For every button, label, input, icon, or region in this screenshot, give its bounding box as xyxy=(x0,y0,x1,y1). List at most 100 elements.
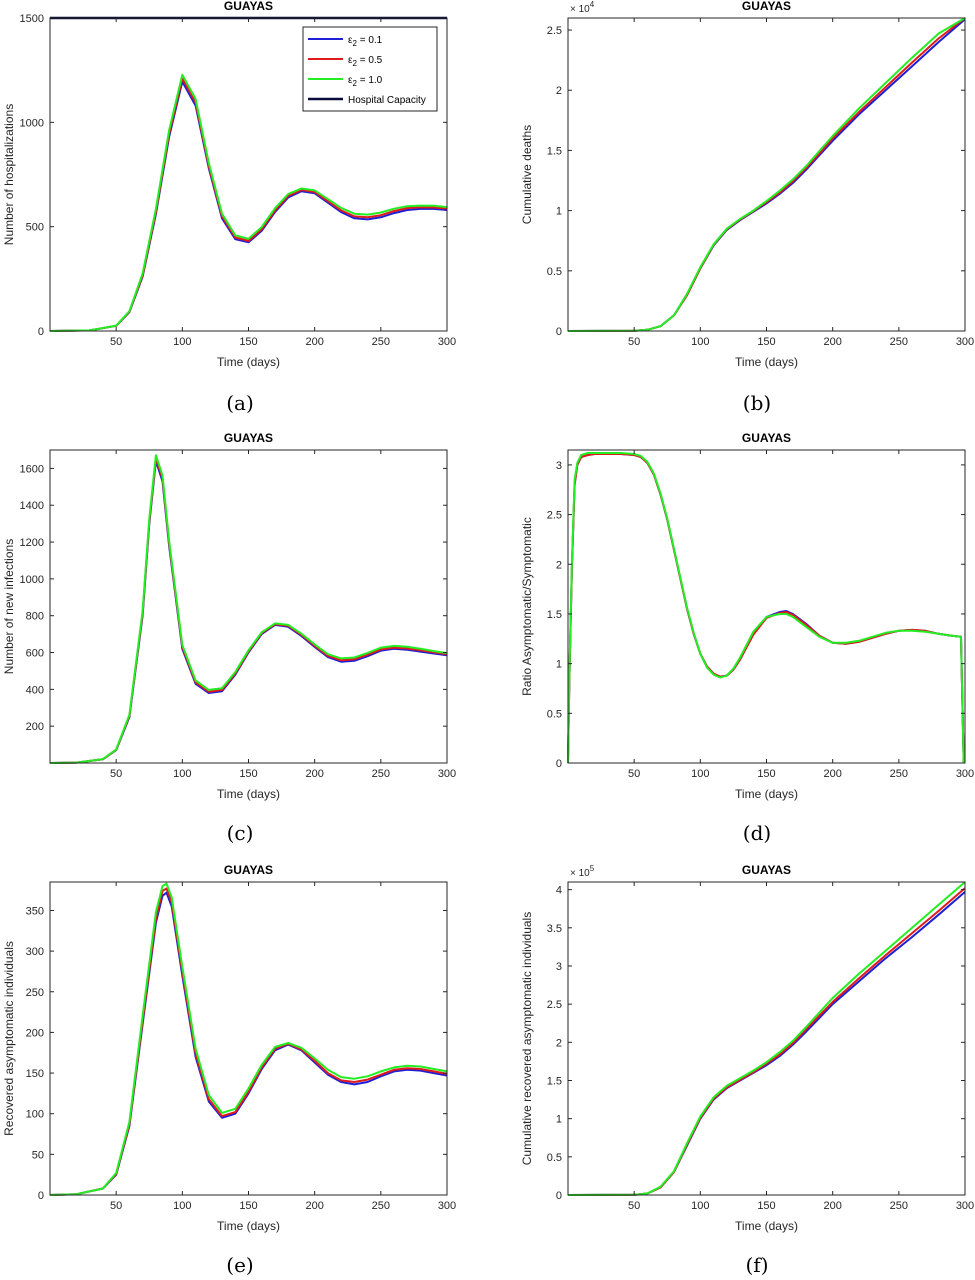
y-tick-label: 2.5 xyxy=(547,510,562,522)
series-line-eps_1_0 xyxy=(49,882,448,1196)
legend-entry-eps_1_0: ε2 = 1.0 xyxy=(348,75,383,88)
legend-entry-eps_0_5: ε2 = 0.5 xyxy=(348,55,383,68)
legend-box xyxy=(302,26,438,112)
y-axis-label: Cumulative recovered asymptomatic indivi… xyxy=(520,912,534,1165)
y-tick-label: 0 xyxy=(38,326,44,338)
y-axis-label: Ratio Asymptomatic/Symptomatic xyxy=(520,517,534,696)
x-tick-label: 50 xyxy=(110,1200,122,1212)
y-tick-label: 0.5 xyxy=(547,708,562,720)
x-tick-label: 200 xyxy=(823,1200,841,1212)
x-tick-label: 250 xyxy=(890,1200,908,1212)
legend-subscript: 2 xyxy=(352,79,357,88)
y-tick-label: 1200 xyxy=(20,537,44,549)
y-tick-label: 200 xyxy=(26,721,44,733)
x-tick-label: 100 xyxy=(691,336,709,348)
x-axis-label: Time (days) xyxy=(217,1219,280,1233)
legend-value: = 0.1 xyxy=(357,35,383,46)
series-line-eps_0_5 xyxy=(49,77,448,332)
x-tick-label: 250 xyxy=(890,336,908,348)
y-tick-label: 3.5 xyxy=(547,923,562,935)
y-tick-label: 0 xyxy=(556,326,562,338)
x-tick-label: 50 xyxy=(110,336,122,348)
series-line-eps_1_0 xyxy=(49,454,448,764)
x-tick-label: 100 xyxy=(173,768,191,780)
chart-title: GUAYAS xyxy=(224,863,273,877)
series-line-eps_0_5 xyxy=(49,887,448,1196)
panel-caption: (e) xyxy=(226,1253,253,1277)
series-line-eps_0_1 xyxy=(49,891,448,1196)
chart-title: GUAYAS xyxy=(742,863,791,877)
series-line-eps_0_5 xyxy=(49,457,448,764)
x-tick-label: 300 xyxy=(438,336,456,348)
x-axis-label: Time (days) xyxy=(735,787,798,801)
series-line-eps_0_1 xyxy=(49,80,448,332)
y-tick-label: 0 xyxy=(38,1190,44,1202)
y-tick-label: 1.5 xyxy=(547,145,562,157)
y-tick-label: 150 xyxy=(26,1068,44,1080)
y-axis-label: Number of hospitalizations xyxy=(2,104,16,245)
series-line-eps_1_0 xyxy=(567,452,965,764)
series-line-eps_1_0 xyxy=(49,73,448,332)
y-tick-label: 1400 xyxy=(20,500,44,512)
y-tick-label: 0.5 xyxy=(547,1152,562,1164)
multiplier-base: × 10 xyxy=(570,868,590,879)
x-tick-label: 250 xyxy=(372,768,390,780)
y-tick-label: 1000 xyxy=(20,117,44,129)
y-tick-label: 1000 xyxy=(20,574,44,586)
y-axis-multiplier: × 105 xyxy=(570,864,595,879)
legend-symbol: ε xyxy=(348,55,353,66)
x-tick-label: 100 xyxy=(173,1200,191,1212)
y-tick-label: 300 xyxy=(26,946,44,958)
y-tick-label: 1.5 xyxy=(547,1075,562,1087)
y-tick-label: 50 xyxy=(32,1149,44,1161)
series-line-eps_1_0 xyxy=(567,881,966,1196)
y-tick-label: 100 xyxy=(26,1109,44,1121)
x-tick-label: 100 xyxy=(691,768,709,780)
axes-frame xyxy=(567,881,966,1196)
y-tick-label: 800 xyxy=(26,611,44,623)
y-tick-label: 0 xyxy=(556,1190,562,1202)
chart-panel-c: 50 100 150 200 250 300 200 400 600 800 1000 1200 140… xyxy=(2,431,456,845)
x-tick-label: 200 xyxy=(823,336,841,348)
chart-panel-a: 50 100 150 200 250 300 0 500 1000 1500 GUAYAS Time … xyxy=(2,0,456,415)
x-tick-label: 200 xyxy=(305,336,323,348)
x-tick-label: 150 xyxy=(239,336,257,348)
x-tick-label: 50 xyxy=(628,768,640,780)
y-axis-multiplier: × 104 xyxy=(570,0,595,15)
x-tick-label: 50 xyxy=(628,1200,640,1212)
x-tick-label: 150 xyxy=(757,768,775,780)
chart-panel-e: 50 100 150 200 250 300 0 50 100 150 200 250 300 350 GU… xyxy=(2,863,456,1277)
axes-frame xyxy=(49,449,448,764)
y-axis-label: Number of new infections xyxy=(2,539,16,674)
panel-caption: (a) xyxy=(226,391,254,415)
x-axis-label: Time (days) xyxy=(735,355,798,369)
y-tick-label: 1 xyxy=(556,1114,562,1126)
y-tick-label: 1500 xyxy=(20,13,44,25)
y-tick-label: 1.5 xyxy=(547,609,562,621)
x-tick-label: 200 xyxy=(305,1200,323,1212)
x-tick-label: 250 xyxy=(372,336,390,348)
chart-title: GUAYAS xyxy=(224,0,273,13)
x-tick-label: 300 xyxy=(956,768,974,780)
x-tick-label: 250 xyxy=(372,1200,390,1212)
y-tick-label: 400 xyxy=(26,684,44,696)
legend-symbol: ε xyxy=(348,35,353,46)
series-line-eps_0_1 xyxy=(49,460,448,764)
y-axis-label: Recovered asymptomatic individuals xyxy=(2,941,16,1136)
series-line-eps_0_1 xyxy=(567,18,966,332)
y-tick-label: 2 xyxy=(556,85,562,97)
legend-entry-eps_0_1: ε2 = 0.1 xyxy=(348,35,383,48)
axes-frame xyxy=(567,449,966,764)
series-line-eps_0_1 xyxy=(567,453,965,764)
x-tick-label: 300 xyxy=(956,1200,974,1212)
y-tick-label: 350 xyxy=(26,905,44,917)
y-tick-label: 1 xyxy=(556,659,562,671)
y-tick-label: 250 xyxy=(26,987,44,999)
chart-title: GUAYAS xyxy=(742,0,791,13)
y-tick-label: 2.5 xyxy=(547,999,562,1011)
legend-value: = 1.0 xyxy=(357,75,383,86)
y-tick-label: 2 xyxy=(556,559,562,571)
series-line-eps_0_5 xyxy=(567,453,965,764)
